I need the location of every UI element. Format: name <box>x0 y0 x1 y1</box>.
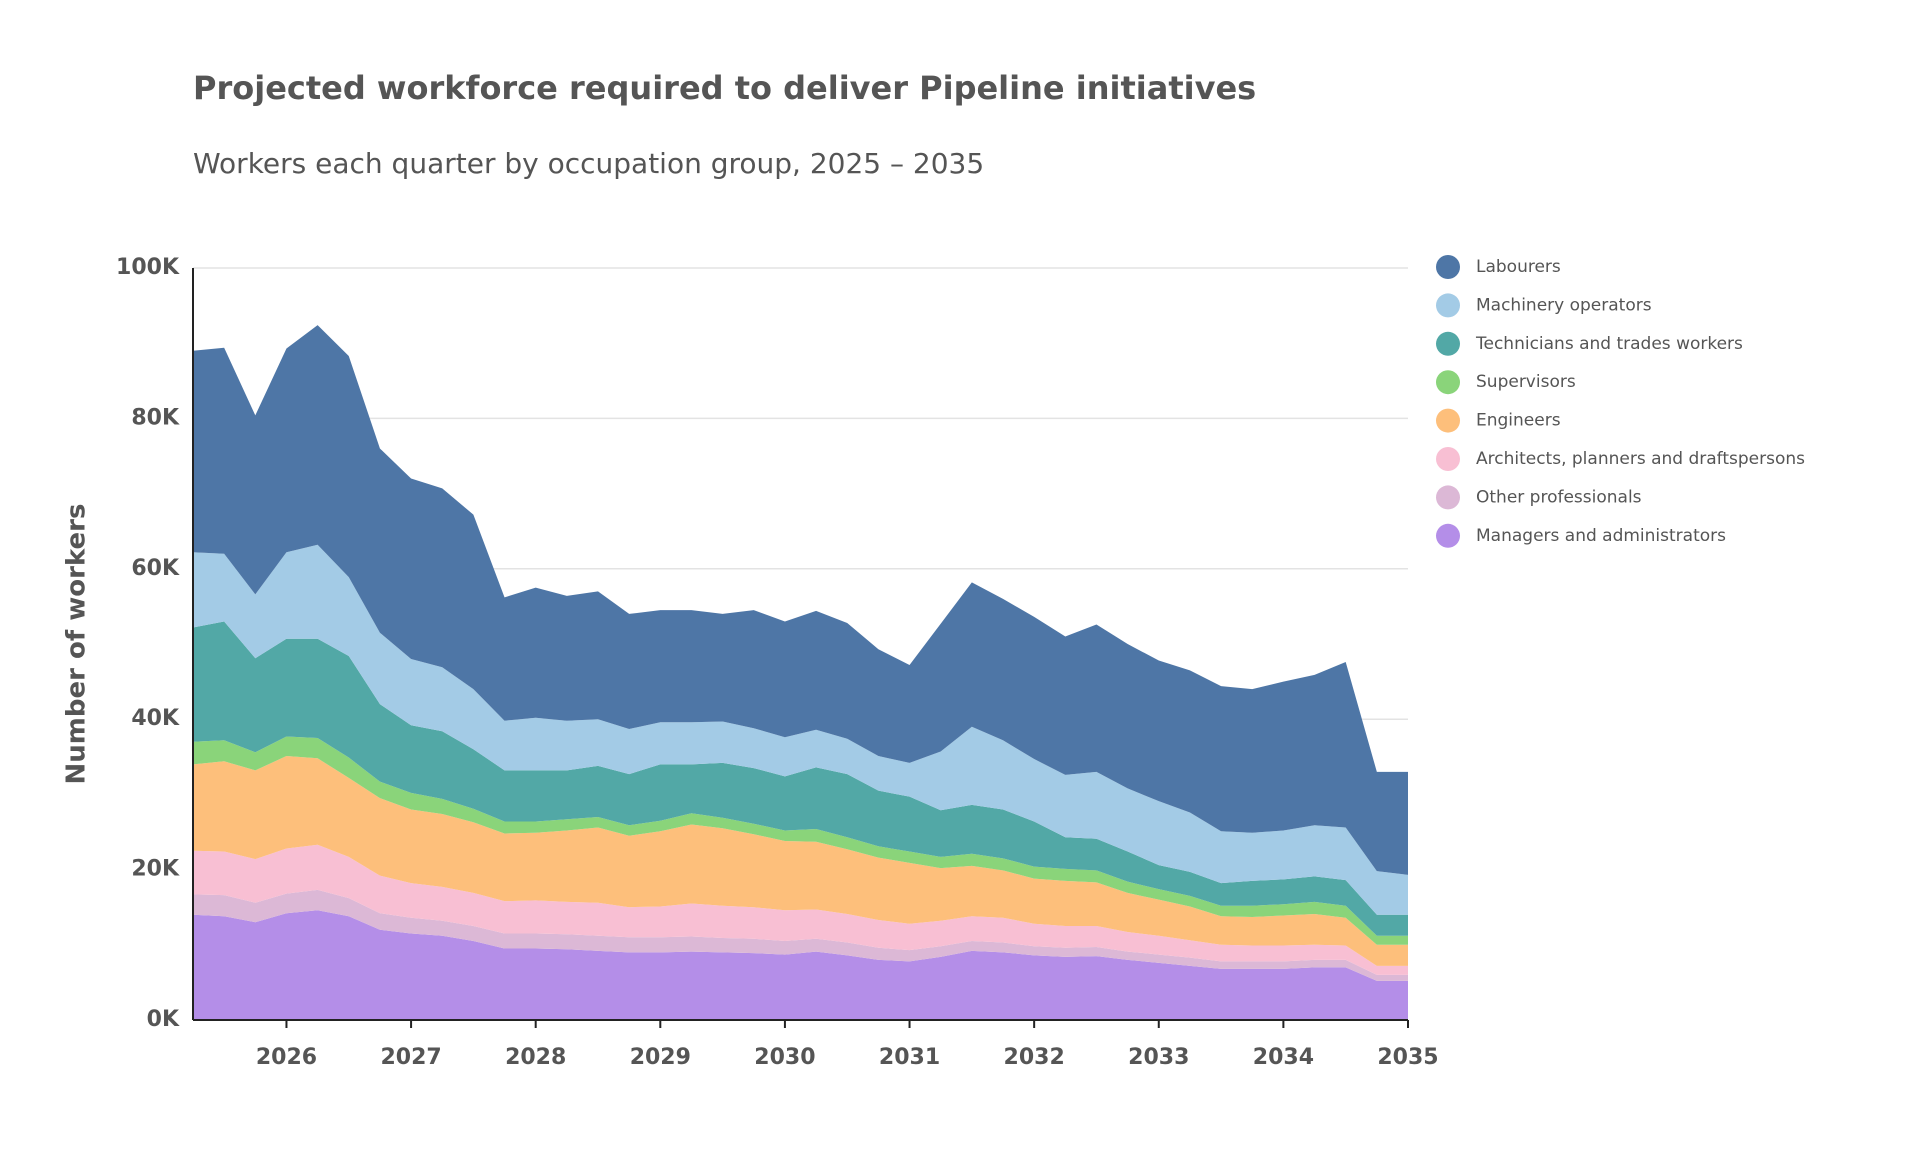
area <box>193 325 1408 875</box>
legend-marker <box>1436 523 1460 548</box>
y-axis-title: Number of workers <box>62 504 92 785</box>
legend-marker <box>1436 485 1460 510</box>
legend-label: Labourers <box>1476 257 1561 277</box>
x-tick-label: 2028 <box>505 1045 566 1070</box>
legend-label: Machinery operators <box>1476 295 1652 315</box>
x-tick-label: 2034 <box>1253 1045 1314 1070</box>
x-tick-label: 2032 <box>1004 1045 1065 1070</box>
legend-marker <box>1436 255 1460 279</box>
y-tick-label: 20K <box>131 857 180 882</box>
chart-title: Projected workforce required to deliver … <box>193 69 1256 107</box>
legend-label: Technicians and trades workers <box>1475 334 1743 354</box>
x-tick-label: 2035 <box>1377 1045 1438 1070</box>
area <box>193 621 1408 936</box>
area <box>193 844 1408 975</box>
legend-label: Supervisors <box>1476 372 1576 392</box>
legend-marker <box>1436 408 1460 433</box>
x-tick-label: 2029 <box>630 1045 691 1070</box>
legend-marker <box>1436 370 1460 395</box>
legend-label: Managers and administrators <box>1476 526 1726 546</box>
y-tick-label: 100K <box>116 255 180 280</box>
x-tick-label: 2027 <box>380 1045 441 1070</box>
x-tick-label: 2033 <box>1128 1045 1189 1070</box>
legend-marker <box>1436 447 1460 471</box>
area <box>193 736 1408 945</box>
area <box>193 889 1408 981</box>
area <box>193 910 1408 1020</box>
area <box>193 544 1408 915</box>
legend-marker <box>1436 331 1460 356</box>
legend-label: Other professionals <box>1476 487 1642 507</box>
x-tick-label: 2026 <box>256 1045 317 1070</box>
x-tick-label: 2030 <box>754 1045 815 1070</box>
area <box>193 756 1408 966</box>
y-tick-label: 80K <box>131 405 180 430</box>
y-tick-label: 0K <box>147 1007 180 1032</box>
legend-label: Engineers <box>1476 411 1561 431</box>
y-tick-label: 40K <box>131 706 180 731</box>
x-tick-label: 2031 <box>879 1045 940 1070</box>
y-tick-label: 60K <box>131 556 180 581</box>
chart-subtitle: Workers each quarter by occupation group… <box>193 147 984 180</box>
legend-marker <box>1436 293 1460 318</box>
legend-label: Architects, planners and draftspersons <box>1476 449 1805 469</box>
